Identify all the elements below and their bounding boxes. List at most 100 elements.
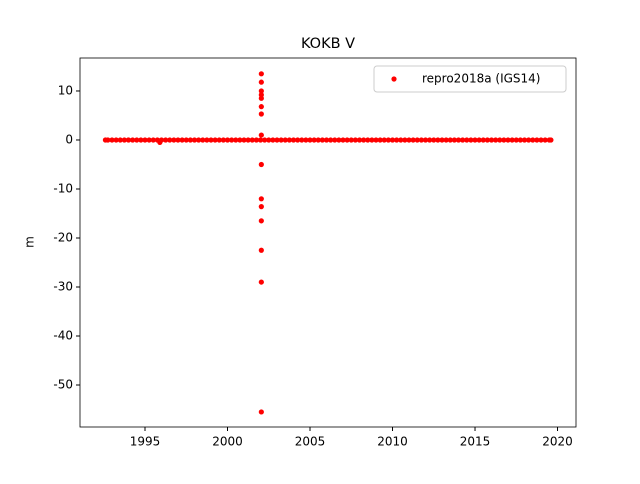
point [249,137,255,143]
point [323,137,330,143]
point [134,137,140,143]
point [245,137,251,143]
point [258,218,264,224]
point [526,137,532,143]
point [258,95,264,101]
x-tick-label: 2000 [212,435,243,449]
point [464,137,470,143]
legend-label: repro2018a (IGS14) [422,72,540,86]
chart-title: KOKB V [301,36,355,52]
point [431,137,437,143]
legend-marker [391,76,397,82]
point [373,137,379,143]
point [476,137,482,143]
plot-frame [79,57,577,428]
y-tick-label: -20 [53,230,73,244]
point [365,137,371,143]
point [472,137,478,143]
point [286,137,292,143]
point [212,137,218,143]
point [509,137,515,143]
y-tick-label: 10 [58,83,73,97]
point [501,137,507,143]
y-tick-label: 0 [65,132,73,146]
point [328,137,334,143]
point [548,137,554,143]
point [229,137,235,143]
point [439,137,445,143]
point [258,196,264,202]
point [315,137,321,143]
point [121,137,127,143]
y-tick-label: -40 [53,328,73,342]
point [480,137,486,143]
point [336,137,342,143]
point [542,137,548,143]
point [216,137,222,143]
point [513,137,519,143]
point [381,137,387,143]
point [389,137,396,143]
x-tick-label: 1995 [130,435,161,449]
point [340,137,346,143]
point [258,161,264,168]
x-tick-label: 2015 [460,435,491,449]
point [258,279,264,285]
point [208,137,214,143]
point [258,247,264,253]
point [258,79,264,85]
point [356,137,363,143]
point [493,137,499,143]
point [394,137,400,143]
point [311,137,317,143]
point [187,137,193,143]
point [319,137,325,143]
point [138,137,144,143]
point [224,137,231,143]
point [175,137,181,143]
point [146,137,152,143]
point [191,137,198,143]
point [303,137,309,143]
point [385,137,391,143]
point [113,137,119,143]
point [447,137,453,143]
point [468,137,474,143]
point [427,137,433,143]
point [257,137,264,143]
point [422,137,429,143]
point [418,137,424,143]
point [352,137,358,143]
point [278,137,284,143]
point [538,137,544,143]
point [157,139,163,146]
point [361,137,367,143]
point [295,137,301,143]
point [171,137,177,143]
point [270,137,276,143]
y-tick-label: -10 [53,181,73,195]
point [183,137,189,143]
point [460,137,466,143]
point [530,137,536,143]
point [307,137,313,143]
point [443,137,449,143]
point [332,137,338,143]
point [266,137,272,143]
point [142,137,148,143]
point [179,137,185,143]
point [258,111,264,117]
point [451,137,457,143]
point [109,137,115,143]
point [344,137,350,143]
y-axis-label: m [23,236,37,248]
point [497,137,503,143]
point [414,137,420,143]
point [258,104,264,110]
point [505,137,511,143]
y-tick-label: -50 [53,378,73,392]
point [196,137,202,143]
point [258,132,264,138]
point [117,137,123,143]
